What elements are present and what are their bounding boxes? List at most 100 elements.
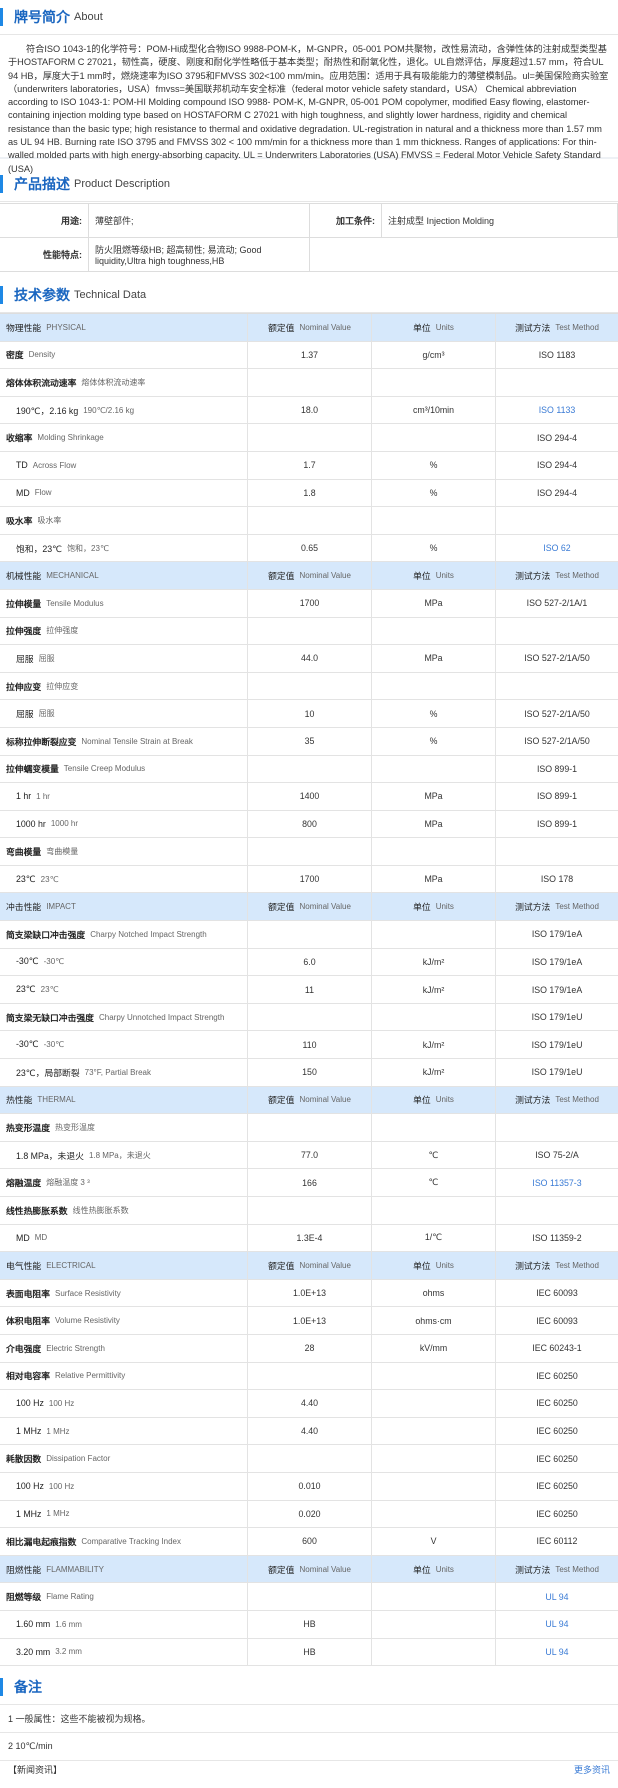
unit	[372, 1445, 496, 1472]
nominal-value	[248, 1362, 372, 1390]
test-method	[496, 1197, 618, 1224]
unit	[372, 1583, 496, 1610]
test-method: IEC 60250	[536, 1508, 578, 1519]
unit: kJ/m²	[372, 1031, 496, 1059]
nominal-value	[248, 1003, 372, 1031]
property-name-zh: 密度	[6, 350, 24, 361]
property-name-en: Volume Resistivity	[55, 1316, 120, 1326]
property-name: 耗散因数 Dissipation Factor	[0, 1445, 248, 1472]
unit	[372, 1500, 496, 1528]
property-row: 1000 hr 1000 hr 800 MPa ISO 899-1	[0, 810, 618, 839]
test-method: ISO 179/1eA	[531, 929, 583, 940]
note: 2 10℃/min	[0, 1733, 618, 1762]
nominal-value	[248, 1197, 372, 1224]
property-row: 屈服 屈服 10% ISO 527-2/1A/50	[0, 700, 618, 728]
heading-en: Product Description	[74, 178, 170, 190]
property-name-zh: 1.60 mm	[16, 1619, 51, 1630]
property-name-en: 拉伸强度	[46, 626, 79, 636]
property-name: 标称拉伸断裂应变 Nominal Tensile Strain at Break	[0, 727, 248, 755]
nominal-value	[248, 424, 372, 451]
property-name-en: 190℃/2.16 kg	[83, 405, 135, 415]
property-name: MD Flow	[0, 479, 248, 507]
description-heading: 产品描述 Product Description	[0, 167, 618, 202]
test-method[interactable]: ISO 62	[543, 543, 571, 554]
property-row: MD Flow 1.8% ISO 294-4	[0, 479, 618, 508]
property-row: 100 Hz 100 Hz 0.010 IEC 60250	[0, 1472, 618, 1501]
test-method[interactable]: UL 94	[545, 1591, 569, 1602]
property-name-zh: 介电强度	[6, 1343, 42, 1354]
property-name-zh: 收缩率	[6, 433, 33, 444]
property-name-zh: 简支梁缺口冲击强度	[6, 929, 86, 940]
column-header-zh: 额定值	[268, 322, 295, 333]
nominal-value: 0.020	[248, 1500, 372, 1528]
property-name: 拉伸模量 Tensile Modulus	[0, 589, 248, 617]
property-row: 相对电容率 Relative Permittivity IEC 60250	[0, 1362, 618, 1391]
test-method: ISO 179/1eA	[531, 956, 583, 967]
section-name-zh: 冲击性能	[6, 902, 42, 913]
column-header-en: Units	[435, 571, 454, 581]
property-name: 23℃，局部断裂 73°F, Partial Break	[0, 1059, 248, 1086]
test-method[interactable]: ISO 11357-3	[532, 1177, 582, 1188]
test-method: IEC 60250	[536, 1426, 578, 1437]
test-method: IEC 60250	[536, 1481, 578, 1492]
property-name-en: Tensile Creep Modulus	[63, 764, 146, 774]
property-name: 体积电阻率 Volume Resistivity	[0, 1307, 248, 1334]
unit: g/cm³	[372, 341, 496, 369]
note: 1 一般属性：这些不能被视为规格。	[0, 1705, 618, 1734]
property-name: 熔融温度 熔融温度 3 ³	[0, 1169, 248, 1196]
section-name: 物理性能 PHYSICAL	[0, 314, 248, 341]
property-name-en: 100 Hz	[48, 1481, 75, 1491]
unit: %	[372, 534, 496, 562]
test-method: ISO 11359-2	[532, 1232, 582, 1243]
column-header: 测试方法 Test Method	[496, 314, 618, 341]
property-name: 100 Hz 100 Hz	[0, 1390, 248, 1417]
description-label: 性能特点:	[0, 238, 89, 271]
property-row: 1 MHz 1 MHz 0.020 IEC 60250	[0, 1500, 618, 1529]
property-name-en: -30℃	[43, 1040, 65, 1050]
property-row: 拉伸蠕变模量 Tensile Creep Modulus ISO 899-1	[0, 755, 618, 784]
description-label: 用途:	[0, 204, 89, 237]
property-row: 1 hr 1 hr 1400 MPa ISO 899-1	[0, 783, 618, 811]
test-method: ISO 899-1	[536, 791, 578, 802]
nominal-value: 800	[248, 810, 372, 838]
property-name: 阻燃等级 Flame Rating	[0, 1583, 248, 1610]
test-method: ISO 179/1eU	[531, 1067, 583, 1078]
unit: 1/℃	[372, 1224, 496, 1252]
test-method[interactable]: UL 94	[545, 1646, 569, 1657]
nominal-value: 600	[248, 1528, 372, 1555]
unit: ohms·cm	[372, 1307, 496, 1334]
description-value: 注射成型 Injection Molding	[382, 204, 618, 237]
test-method: ISO 899-1	[536, 818, 578, 829]
description-label: 加工条件:	[310, 204, 382, 237]
column-header: 额定值 Nominal Value	[248, 1086, 372, 1114]
nominal-value: 35	[248, 727, 372, 755]
property-name: TD Across Flow	[0, 451, 248, 479]
nominal-value: 1.3E-4	[248, 1224, 372, 1252]
property-name-zh: 热变形温度	[6, 1123, 50, 1134]
property-name-zh: 1000 hr	[16, 818, 46, 829]
nominal-value: 4.40	[248, 1390, 372, 1417]
test-method[interactable]: ISO 1133	[538, 405, 576, 416]
property-row: 3.20 mm 3.2 mm HB UL 94	[0, 1638, 618, 1667]
property-name-en: 3.2 mm	[55, 1647, 82, 1657]
description-row: 用途: 薄壁部件; 加工条件: 注射成型 Injection Molding	[0, 204, 618, 238]
property-row: 1.8 MPa，未退火 1.8 MPa，未退火 77.0 ℃ ISO 75-2/A	[0, 1141, 618, 1170]
property-name: 1 MHz 1 MHz	[0, 1417, 248, 1445]
property-name-en: 73°F, Partial Break	[84, 1067, 151, 1077]
nominal-value	[248, 369, 372, 396]
property-name: 23℃ 23℃	[0, 865, 248, 893]
test-method: IEC 60243-1	[532, 1343, 582, 1354]
property-name-en: 1 MHz	[46, 1509, 70, 1519]
property-row: 简支梁缺口冲击强度 Charpy Notched Impact Strength I…	[0, 921, 618, 949]
property-name-zh: -30℃	[16, 956, 39, 967]
test-method: ISO 294-4	[536, 460, 578, 471]
unit: ohms	[372, 1279, 496, 1307]
nominal-value	[248, 838, 372, 865]
property-row: 拉伸应变 拉伸应变	[0, 672, 618, 701]
more-link[interactable]: 更多资讯	[573, 1764, 610, 1775]
test-method[interactable]: UL 94	[545, 1619, 569, 1630]
property-name: 表面电阻率 Surface Resistivity	[0, 1279, 248, 1307]
section-name: 阻燃性能 FLAMMABILITY	[0, 1555, 248, 1583]
property-name-zh: 23℃	[16, 873, 36, 884]
property-name: 屈服 屈服	[0, 645, 248, 672]
